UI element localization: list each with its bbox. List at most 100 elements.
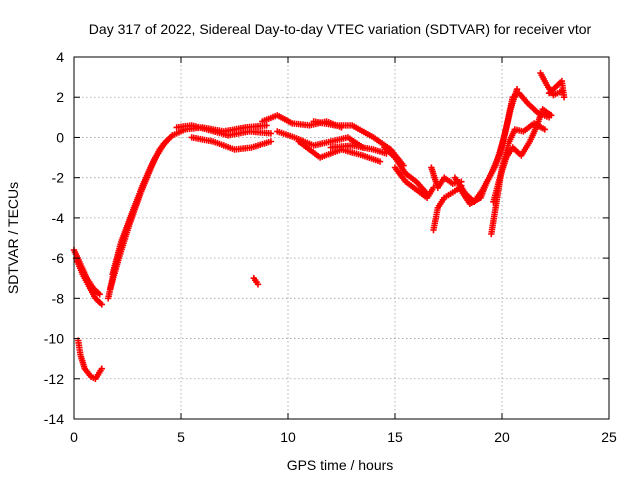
- data-point: [349, 122, 375, 140]
- data-point: [231, 144, 253, 153]
- data-point: [310, 118, 337, 129]
- chart-title: Day 317 of 2022, Sidereal Day-to-day VTE…: [89, 21, 592, 37]
- data-point: [327, 142, 354, 151]
- y-tick-label: -12: [44, 371, 64, 387]
- data-point: [520, 121, 536, 135]
- y-tick-label: 0: [56, 129, 64, 145]
- data-point: [391, 154, 408, 176]
- data-point: [402, 170, 418, 184]
- data-point: [117, 212, 135, 246]
- data-point: [224, 128, 251, 139]
- data-point: [423, 186, 436, 201]
- x-tick-label: 0: [70, 429, 78, 445]
- data-point: [169, 127, 187, 139]
- data-point: [550, 89, 563, 99]
- data-point: [441, 174, 455, 186]
- data-point: [250, 275, 260, 286]
- data-point: [158, 144, 165, 151]
- y-tick-label: -10: [44, 331, 64, 347]
- data-point: [513, 86, 521, 93]
- x-tick-label: 10: [280, 429, 296, 445]
- data-point: [295, 138, 322, 160]
- data-point: [92, 295, 104, 307]
- data-point: [447, 187, 459, 197]
- data-point: [483, 164, 498, 185]
- data-point: [428, 164, 441, 189]
- data-point: [165, 136, 172, 143]
- data-point: [488, 206, 499, 238]
- data-point: [289, 120, 311, 129]
- data-point: [434, 196, 447, 211]
- x-axis-title: GPS time / hours: [287, 457, 394, 473]
- x-tick-label: 20: [494, 429, 510, 445]
- tick-labels: 0 5 10 15 20 25 -14 -12 -10 -8 -6 -4 -2 0 2 4: [44, 49, 617, 445]
- data-point: [98, 301, 105, 308]
- data-point: [518, 140, 532, 159]
- data-point: [524, 100, 541, 116]
- data-point: [263, 122, 270, 129]
- plot-border: [73, 56, 610, 420]
- data-point: [316, 147, 343, 161]
- data-point: [500, 108, 514, 141]
- data-point: [560, 94, 568, 101]
- data-point: [188, 134, 215, 145]
- data-point: [267, 130, 275, 137]
- y-tick-label: -4: [52, 210, 65, 226]
- y-tick-label: -6: [52, 250, 65, 266]
- data-point: [539, 106, 553, 118]
- data-point: [96, 291, 103, 298]
- data-point: [254, 281, 262, 288]
- data-point: [381, 144, 397, 160]
- data-point: [139, 160, 156, 189]
- data-point: [349, 142, 375, 153]
- data-point: [402, 178, 418, 192]
- data-points: [70, 69, 568, 382]
- x-tick-label: 15: [387, 429, 403, 445]
- data-point: [490, 176, 503, 205]
- data-point: [466, 195, 482, 207]
- data-point: [107, 257, 122, 292]
- data-point: [209, 138, 236, 152]
- data-point: [81, 365, 93, 379]
- data-point: [87, 373, 97, 381]
- x-tick-label: 25: [601, 429, 617, 445]
- data-point: [515, 90, 530, 105]
- grid-lines: [74, 57, 609, 419]
- y-tick-label: -8: [52, 290, 65, 306]
- data-point: [537, 69, 550, 87]
- data-point: [75, 337, 84, 356]
- data-point: [246, 128, 272, 137]
- data-point: [413, 178, 429, 196]
- data-point: [507, 88, 520, 113]
- y-tick-label: 2: [56, 89, 64, 105]
- data-point: [376, 158, 384, 165]
- data-point: [496, 156, 509, 181]
- data-point: [203, 126, 230, 138]
- data-point: [492, 136, 507, 169]
- y-tick-label: -14: [44, 411, 64, 427]
- y-tick-label: -2: [52, 170, 65, 186]
- x-tick-label: 5: [177, 429, 185, 445]
- data-point: [109, 241, 124, 278]
- data-point: [79, 271, 92, 288]
- data-point: [505, 128, 518, 147]
- axis-ticks: [73, 56, 610, 420]
- data-point: [92, 367, 104, 382]
- data-point: [259, 113, 279, 125]
- data-point: [242, 122, 268, 131]
- data-point: [274, 112, 294, 126]
- y-tick-label: 4: [56, 49, 64, 65]
- data-point: [548, 112, 555, 119]
- data-point: [267, 138, 275, 145]
- data-point: [430, 206, 441, 234]
- data-point: [391, 164, 408, 184]
- data-point: [85, 283, 98, 300]
- data-point: [526, 126, 539, 145]
- data-point: [98, 365, 105, 372]
- y-axis-title: SDTVAR / TECUs: [5, 182, 21, 294]
- data-point: [541, 126, 548, 133]
- data-point: [248, 138, 272, 151]
- data-point: [441, 191, 452, 201]
- data-point: [150, 146, 164, 165]
